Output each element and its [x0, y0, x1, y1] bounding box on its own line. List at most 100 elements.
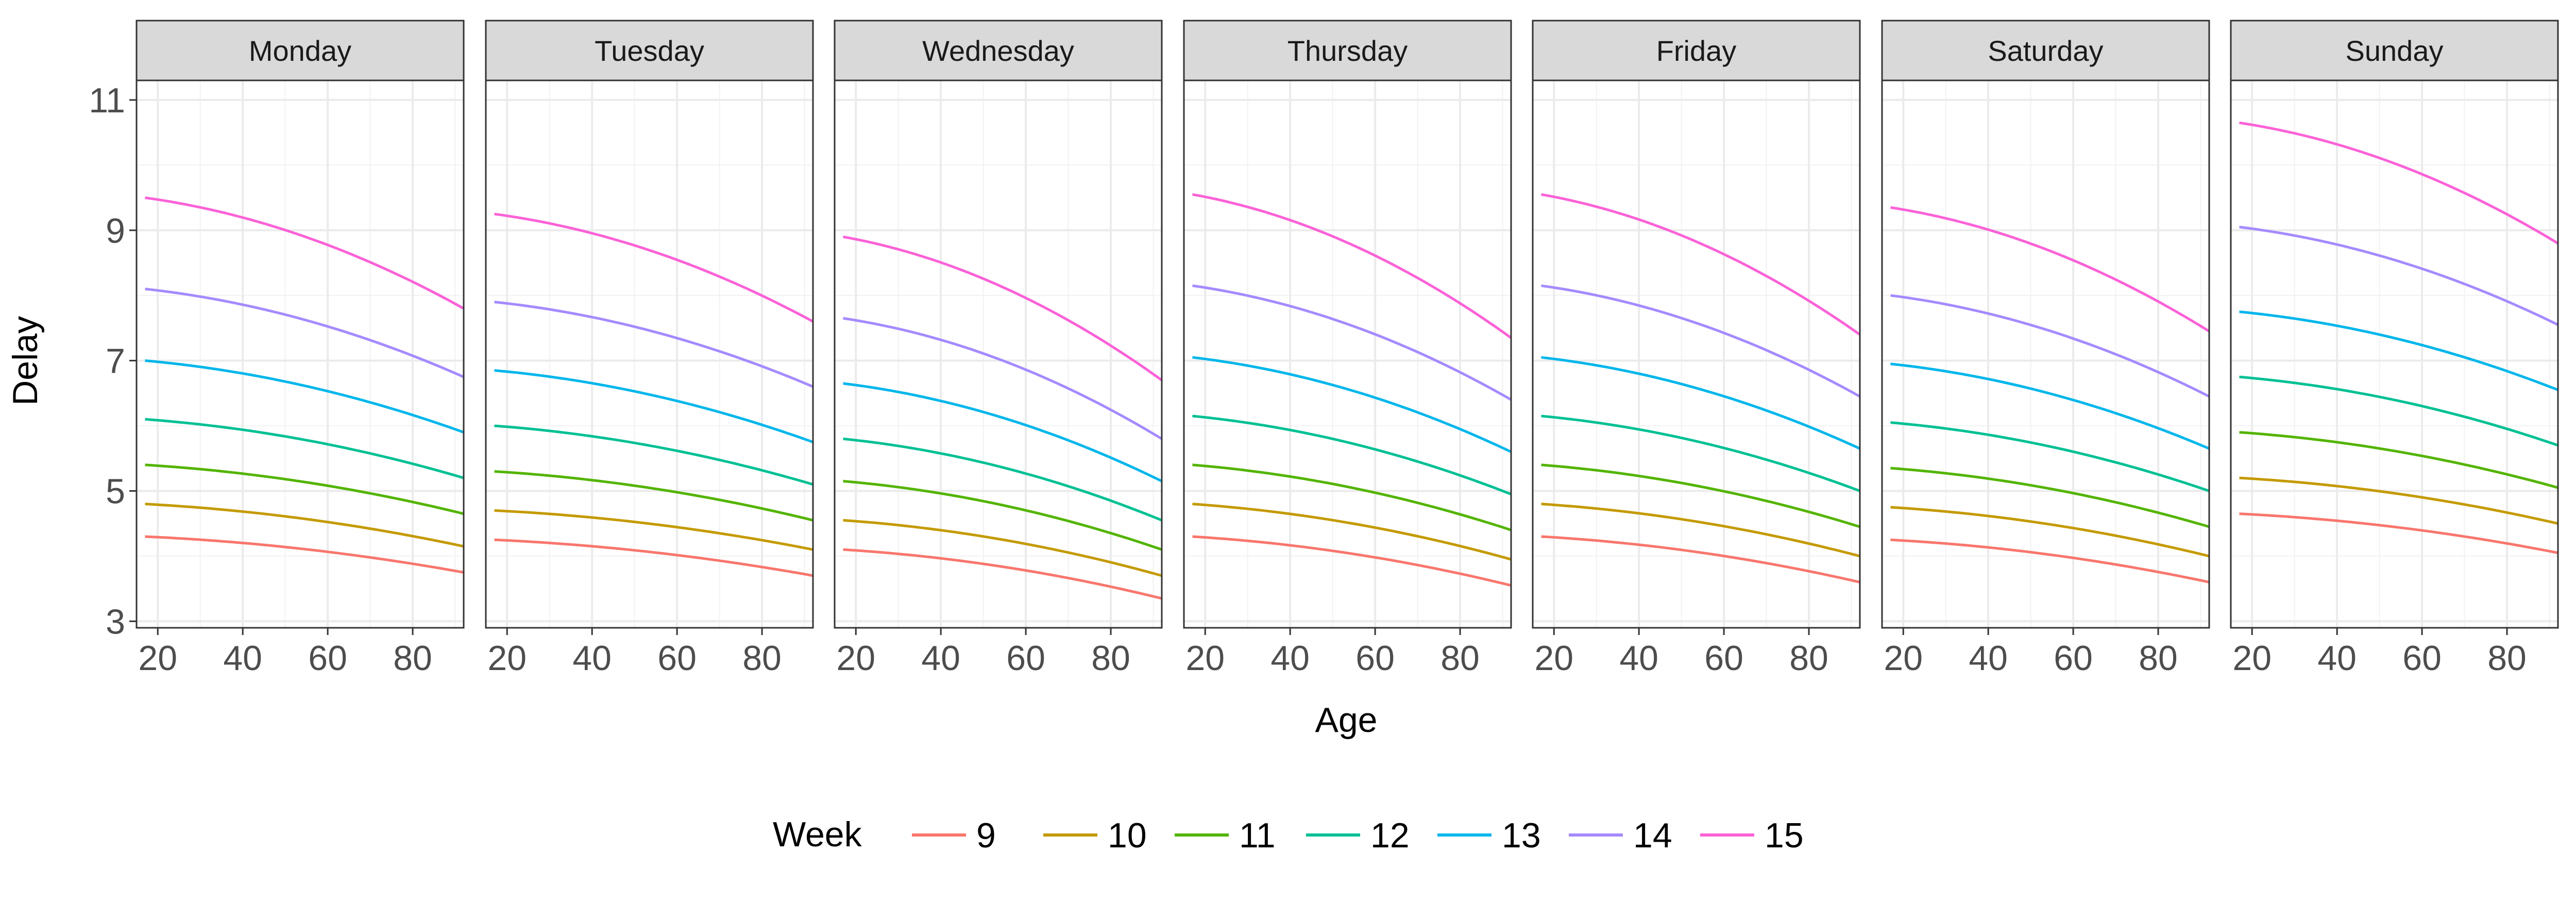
series-line-week-13	[1541, 356, 1861, 450]
legend-title: Week	[773, 815, 862, 854]
series-line-week-11	[2239, 431, 2558, 489]
y-tick-label: 5	[106, 472, 125, 511]
x-tick-label: 60	[1355, 639, 1395, 678]
axes: Delay Age 3 5 7 9 11	[6, 81, 1378, 740]
series-line-week-9	[1192, 535, 1512, 587]
panel-border	[135, 79, 465, 629]
legend-label-week-14: 14	[1633, 816, 1672, 855]
facet-panel-thursday: Thursday 20 40 60 80	[1183, 20, 1512, 678]
facet-strip-label: Wednesday	[922, 35, 1074, 67]
series-line-week-13	[1192, 356, 1512, 453]
x-tick-label: 60	[1006, 639, 1045, 678]
series-line-week-12	[1192, 414, 1512, 496]
x-tick-label: 80	[1091, 639, 1130, 678]
x-tick-label: 40	[2317, 639, 2357, 678]
series-line-week-9	[843, 548, 1162, 600]
y-tick-label: 9	[106, 211, 125, 250]
series-line-week-12	[2239, 375, 2558, 447]
legend-label-week-15: 15	[1765, 816, 1804, 855]
series-line-week-14	[843, 317, 1163, 440]
plot-background	[1533, 80, 1860, 628]
series-line-week-11	[494, 470, 814, 522]
series-line-week-11	[1890, 466, 2210, 528]
x-tick-label: 20	[487, 639, 527, 678]
x-tick-label: 20	[1534, 639, 1573, 678]
plot-background	[1882, 80, 2209, 628]
legend-label-week-10: 10	[1108, 816, 1147, 855]
legend-label-week-13: 13	[1502, 816, 1541, 855]
legend-label-week-11: 11	[1239, 816, 1276, 855]
series-line-week-12	[145, 417, 464, 479]
series-line-week-13	[843, 382, 1163, 482]
series-line-week-9	[145, 535, 464, 574]
x-tick-label: 80	[1440, 639, 1480, 678]
facet-strip	[135, 20, 465, 81]
plot-background	[137, 80, 464, 628]
series-line-week-9	[2239, 512, 2558, 555]
x-tick-label: 40	[223, 639, 262, 678]
plot-background	[835, 80, 1162, 628]
y-tick-label: 11	[89, 81, 125, 120]
legend-label-week-12: 12	[1370, 816, 1410, 855]
series-line-week-15	[494, 212, 814, 323]
y-axis-title: Delay	[6, 316, 45, 406]
series-line-week-15	[1890, 206, 2210, 332]
facet-strip-label: Thursday	[1287, 35, 1408, 67]
x-tick-label: 60	[657, 639, 697, 678]
x-tick-label: 40	[1619, 639, 1658, 678]
series-line-week-11	[1192, 463, 1512, 531]
series-line-week-13	[145, 359, 464, 434]
series-line-week-11	[1541, 463, 1860, 528]
series-line-week-10	[843, 519, 1162, 577]
series-line-week-11	[145, 463, 464, 515]
x-tick-label: 60	[2402, 639, 2442, 678]
facet-panels: Monday 20 40 60 80 Tuesday 20 40 60 80 Wednesday 20…	[135, 20, 2559, 678]
series-line-week-13	[2239, 310, 2558, 391]
series-line-week-10	[1541, 503, 1860, 558]
x-tick-label: 60	[308, 639, 347, 678]
series-line-week-14	[1192, 284, 1512, 401]
series-line-week-9	[1541, 535, 1860, 583]
facet-panel-saturday: Saturday 20 40 60 80	[1881, 20, 2210, 678]
x-tick-label: 80	[2139, 639, 2178, 678]
panel-border	[2230, 79, 2559, 629]
facet-strip	[834, 20, 1163, 81]
series-line-week-12	[1890, 421, 2210, 492]
panel-border	[834, 79, 1163, 629]
panel-border	[1183, 79, 1512, 629]
series-line-week-12	[843, 437, 1162, 522]
facet-strip-label: Sunday	[2346, 35, 2444, 67]
x-tick-label: 40	[572, 639, 612, 678]
series-line-week-14	[1541, 284, 1861, 398]
x-tick-label: 80	[393, 639, 432, 678]
facet-panel-wednesday: Wednesday 20 40 60 80	[834, 20, 1163, 678]
facet-panel-tuesday: Tuesday 20 40 60 80	[485, 20, 814, 678]
x-tick-label: 60	[1704, 639, 1743, 678]
series-line-week-15	[843, 235, 1163, 381]
x-tick-label: 20	[1185, 639, 1225, 678]
facet-strip-label: Monday	[249, 35, 351, 67]
facet-strip-label: Saturday	[1988, 35, 2103, 67]
x-tick-label: 20	[2232, 639, 2272, 678]
plot-background	[486, 80, 813, 628]
x-tick-label: 60	[2054, 639, 2093, 678]
series-line-week-10	[145, 503, 464, 548]
series-line-week-10	[1192, 503, 1512, 561]
legend-label-week-9: 9	[976, 816, 996, 855]
series-line-week-10	[2239, 476, 2558, 525]
legend: Week 9 10 11 12 13 14 15	[773, 815, 1804, 855]
facet-strip-label: Friday	[1656, 35, 1737, 67]
panel-border	[485, 79, 814, 629]
series-line-week-14	[2239, 226, 2559, 326]
series-line-week-13	[494, 369, 814, 444]
series-line-week-13	[1890, 362, 2210, 450]
x-tick-label: 80	[742, 639, 782, 678]
y-tick-label: 3	[106, 602, 125, 641]
series-line-week-10	[494, 509, 814, 551]
series-line-week-9	[494, 538, 814, 577]
x-tick-label: 40	[921, 639, 960, 678]
series-line-week-14	[1890, 294, 2210, 398]
panel-border	[1881, 79, 2210, 629]
facet-panel-monday: Monday 20 40 60 80	[135, 20, 465, 678]
